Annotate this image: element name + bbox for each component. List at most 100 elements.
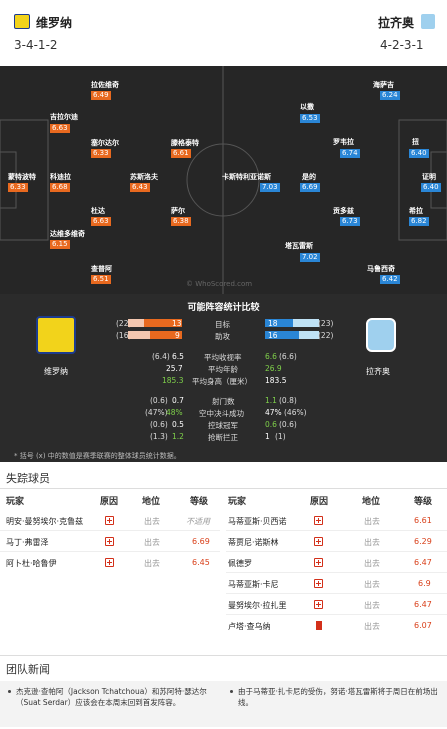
home-player-name[interactable]: 吉拉尔迪 (50, 113, 78, 121)
goals-away-value: 18 (268, 319, 278, 328)
away-player-name[interactable]: 贡多兹 (333, 207, 354, 215)
home-player-name[interactable]: 萨尔 (171, 207, 185, 215)
assists-away-value: 16 (268, 331, 278, 340)
away-player-name[interactable]: 卡斯特利亚诺斯 (222, 173, 271, 181)
possession-won-label: 控球冠军 (208, 421, 238, 430)
home-player-rating: 6.61 (171, 149, 191, 158)
divider (0, 655, 447, 656)
missing-away-rating: 6.61 (414, 516, 432, 525)
avg-height-home: 185.3 (162, 376, 184, 385)
away-player-name[interactable]: 希拉 (409, 207, 423, 215)
tackles-away-rank: (1) (275, 432, 286, 441)
pitch-lines (0, 66, 447, 294)
missing-home-status: 出去 (144, 538, 160, 547)
missing-home-rating: 6.45 (192, 558, 210, 567)
missing-home-player[interactable]: 阿卜杜·哈鲁伊 (6, 559, 57, 568)
missing-home-player[interactable]: 马丁·弗雷泽 (6, 538, 49, 547)
tackles-away: 1 (265, 432, 270, 441)
tackles-label: 抢断拦正 (208, 433, 238, 442)
missing-away-player[interactable]: 曼努埃尔·拉扎里 (228, 601, 287, 610)
aerials-away: 47% (265, 408, 282, 417)
home-team-name[interactable]: 维罗纳 (36, 16, 73, 30)
tackles-home: 1.2 (172, 432, 184, 441)
avg-rating-away: 6.6 (265, 352, 277, 361)
home-player-name[interactable]: 拉佐维奇 (91, 81, 119, 89)
away-player-rating: 6.73 (340, 217, 360, 226)
divider (226, 593, 447, 594)
avg-age-away: 26.9 (265, 364, 282, 373)
missing-away-player[interactable]: 马蒂亚斯·贝西诺 (228, 517, 287, 526)
away-player-name[interactable]: 塔瓦雷斯 (285, 242, 313, 250)
match-header: 维罗纳 3-4-1-2 拉齐奥 4-2-3-1 (0, 0, 447, 66)
avg-age-label: 平均年龄 (208, 365, 238, 374)
home-player-name[interactable]: 蒙特波特 (8, 173, 36, 181)
away-player-name[interactable]: 以撒 (300, 103, 314, 111)
team-news-title: 团队新闻 (6, 663, 50, 676)
col-header-reason: 原因 (310, 497, 329, 507)
missing-away-player[interactable]: 马蒂亚斯·卡尼 (228, 580, 279, 589)
missing-away-player[interactable]: 卢塔·查乌纳 (228, 622, 271, 631)
home-player-rating: 6.33 (8, 183, 28, 192)
home-player-rating: 6.49 (91, 91, 111, 100)
assists-away-rank: (22) (318, 331, 334, 340)
stats-home-name: 维罗纳 (44, 367, 68, 376)
verona-crest-icon (14, 14, 30, 29)
missing-away-rating: 6.07 (414, 621, 432, 630)
injury-icon (314, 537, 323, 546)
injury-icon (105, 516, 114, 525)
divider (0, 530, 220, 531)
avg-rating-away-rank: (6.6) (279, 352, 297, 361)
home-player-name[interactable]: 苏斯洛夫 (130, 173, 158, 181)
missing-away-status: 出去 (364, 580, 380, 589)
home-formation: 3-4-1-2 (14, 38, 58, 52)
shots-home: 0.7 (172, 396, 184, 405)
home-player-name[interactable]: 查普阿 (91, 265, 112, 273)
away-player-name[interactable]: 罗韦拉 (333, 138, 354, 146)
missing-home-rating: 不适用 (186, 517, 210, 526)
away-team-name[interactable]: 拉齐奥 (378, 16, 415, 30)
col-header-status: 地位 (142, 497, 161, 507)
missing-home-status: 出去 (144, 517, 160, 526)
possession-won-away: 0.6 (265, 420, 277, 429)
aerials-label: 空中决斗成功 (199, 409, 244, 418)
missing-away-status: 出去 (364, 601, 380, 610)
missing-away-status: 出去 (364, 517, 380, 526)
missing-title: 失踪球员 (6, 472, 50, 485)
home-player-name[interactable]: 塞尔达尔 (91, 139, 119, 147)
away-player-name[interactable]: 扭 (412, 138, 419, 146)
away-player-name[interactable]: 是的 (302, 173, 316, 181)
lineup-stats-panel: 可能阵容统计比较 维罗纳 拉齐奥 (22) 13 目标 18 (23) (16)… (0, 294, 447, 462)
pitch: © WhoScored.com 拉佐维奇 6.49 吉拉尔迪 6.63 塞尔达尔… (0, 66, 447, 294)
home-player-rating: 6.43 (130, 183, 150, 192)
missing-away-status: 出去 (364, 538, 380, 547)
home-player-name[interactable]: 科迪拉 (50, 173, 71, 181)
verona-crest-icon (36, 316, 76, 354)
divider (226, 530, 447, 531)
away-player-name[interactable]: 海萨吉 (373, 81, 394, 89)
assists-away-bar (265, 331, 299, 339)
away-player-name[interactable]: 证明 (422, 173, 436, 181)
home-player-rating: 6.63 (50, 124, 70, 133)
missing-away-rating: 6.29 (414, 537, 432, 546)
missing-away-player[interactable]: 蒂贾尼·诺斯林 (228, 538, 279, 547)
away-player-rating: 6.42 (380, 275, 400, 284)
missing-away-player[interactable]: 佩德罗 (228, 559, 252, 568)
assists-home-rank: (16) (116, 331, 132, 340)
away-player-rating: 6.74 (340, 149, 360, 158)
team-news-away: 由于马蒂亚·扎卡尼的受伤，努诺·塔瓦雷斯将于周日在前场出线。 (238, 687, 438, 707)
tackles-home-rank: (1.3) (150, 432, 168, 441)
home-player-name[interactable]: 达维多维奇 (50, 230, 85, 238)
shots-home-rank: (0.6) (150, 396, 168, 405)
injury-icon (314, 558, 323, 567)
home-player-rating: 6.68 (50, 183, 70, 192)
goals-away-rank: (23) (318, 319, 334, 328)
injury-icon (105, 558, 114, 567)
possession-won-away-rank: (0.6) (279, 420, 297, 429)
home-player-rating: 6.33 (91, 149, 111, 158)
home-player-name[interactable]: 滕格泰特 (171, 139, 199, 147)
away-player-name[interactable]: 马鲁西奇 (367, 265, 395, 273)
aerials-home: 48% (166, 408, 183, 417)
goals-home-rank: (22) (116, 319, 132, 328)
missing-home-player[interactable]: 明安·曼努埃尔·克鲁兹 (6, 517, 84, 526)
home-player-name[interactable]: 杜达 (91, 207, 105, 215)
